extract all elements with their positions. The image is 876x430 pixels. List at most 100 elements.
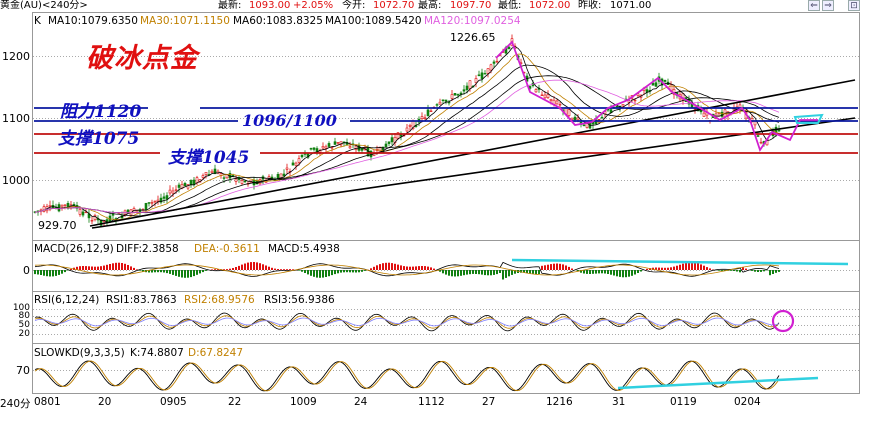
macd-bar xyxy=(283,269,285,270)
macd-bar xyxy=(745,268,747,270)
macd-bar xyxy=(460,270,462,276)
candle-body xyxy=(282,173,286,177)
candle-body xyxy=(183,183,187,187)
macd-bar xyxy=(211,269,213,270)
macd-bar xyxy=(628,270,630,277)
zoom-button[interactable]: ⊡ xyxy=(848,0,860,11)
ma100-value: MA100:1089.5420 xyxy=(325,15,422,27)
candle-body xyxy=(111,214,115,216)
macd-bar xyxy=(157,270,159,273)
macd-bar xyxy=(592,270,594,274)
macd-bar xyxy=(364,270,366,271)
macd-bar xyxy=(505,270,507,278)
macd-bar xyxy=(169,270,171,274)
macd-bar xyxy=(640,270,642,272)
candle-body xyxy=(138,209,142,213)
macd-bar xyxy=(484,270,486,276)
macd-bar xyxy=(388,262,390,270)
macd-bar xyxy=(328,270,330,277)
low-price-label: 929.70 xyxy=(38,219,77,232)
candle-body xyxy=(99,219,103,226)
macd-bar xyxy=(757,270,759,272)
macd-bar xyxy=(190,270,192,278)
macd-bar xyxy=(526,270,528,273)
macd-bar xyxy=(457,270,459,277)
macd-bar xyxy=(445,270,447,275)
macd-bar xyxy=(151,270,153,273)
macd-bar xyxy=(568,266,570,270)
macd-bar xyxy=(502,270,504,280)
macd-bar xyxy=(685,262,687,270)
macd-bar xyxy=(538,270,540,274)
macd-bar xyxy=(229,268,231,270)
candle-body xyxy=(153,200,157,203)
macd-bar xyxy=(133,267,135,270)
ma60-value: MA60:1083.8325 xyxy=(233,15,323,27)
macd-bar xyxy=(85,266,87,270)
candle-body xyxy=(702,112,706,117)
y-tick-1000: 1000 xyxy=(2,174,30,187)
candle-body xyxy=(495,60,499,63)
rsi-tick-50: 50 xyxy=(18,320,30,330)
macd-bar xyxy=(262,264,264,270)
macd-bar xyxy=(742,267,744,270)
macd-bar xyxy=(181,270,183,278)
macd-bar xyxy=(241,264,243,270)
candle-body xyxy=(291,162,295,166)
macd-bar xyxy=(589,270,591,274)
rsi-title: RSI(6,12,24) xyxy=(34,294,100,306)
candle-body xyxy=(429,110,433,113)
macd-bar xyxy=(358,270,360,273)
macd-bar xyxy=(508,270,510,277)
macd-bar xyxy=(196,270,198,275)
candle-body xyxy=(600,116,604,119)
macd-bar xyxy=(139,270,141,271)
candle-body xyxy=(654,82,658,87)
wave-drawing xyxy=(495,40,818,153)
macd-bar xyxy=(409,266,411,270)
macd-bar xyxy=(427,266,429,270)
macd-bar xyxy=(598,270,600,274)
macd-bar xyxy=(76,266,78,270)
candle-body xyxy=(285,167,289,170)
macd-bar xyxy=(670,267,672,270)
macd-bar xyxy=(613,270,615,276)
cyan-target-box xyxy=(793,113,824,124)
candle-body xyxy=(276,174,280,179)
x-tick-label: 20 xyxy=(98,396,112,408)
macd-bar xyxy=(253,262,255,270)
macd-zero-label: 0 xyxy=(23,264,30,277)
candle-body xyxy=(540,94,544,97)
macd-bar xyxy=(340,270,342,273)
rsi-tick-20: 20 xyxy=(18,329,30,339)
x-tick-label: 27 xyxy=(482,396,496,408)
candle-body xyxy=(384,143,388,148)
candle-body xyxy=(474,78,478,83)
macd-bar xyxy=(274,268,276,270)
macd-bar xyxy=(565,265,567,270)
macd-bar xyxy=(418,266,420,270)
scroll-right-button[interactable]: ⇒ xyxy=(822,0,834,11)
macd-bar xyxy=(55,270,57,276)
macd-bar xyxy=(718,270,720,271)
macd-bar xyxy=(268,266,270,270)
scroll-left-button[interactable]: ⇐ xyxy=(808,0,820,11)
macd-bar xyxy=(772,270,774,274)
candle-body xyxy=(156,199,160,202)
macd-bar xyxy=(100,266,102,270)
macd-bar xyxy=(361,270,363,272)
macd-bar xyxy=(673,266,675,270)
candle-body xyxy=(330,147,334,149)
candle-body xyxy=(759,141,763,144)
macd-bar xyxy=(214,269,216,270)
macd-bar xyxy=(466,270,468,275)
macd-bar xyxy=(490,270,492,276)
candle-body xyxy=(147,202,151,204)
macd-bar xyxy=(301,270,303,272)
macd-bar xyxy=(319,270,321,278)
macd-bar xyxy=(406,266,408,270)
macd-bar xyxy=(226,269,228,270)
high-label: 最高: xyxy=(418,0,442,11)
macd-bar xyxy=(124,263,126,270)
